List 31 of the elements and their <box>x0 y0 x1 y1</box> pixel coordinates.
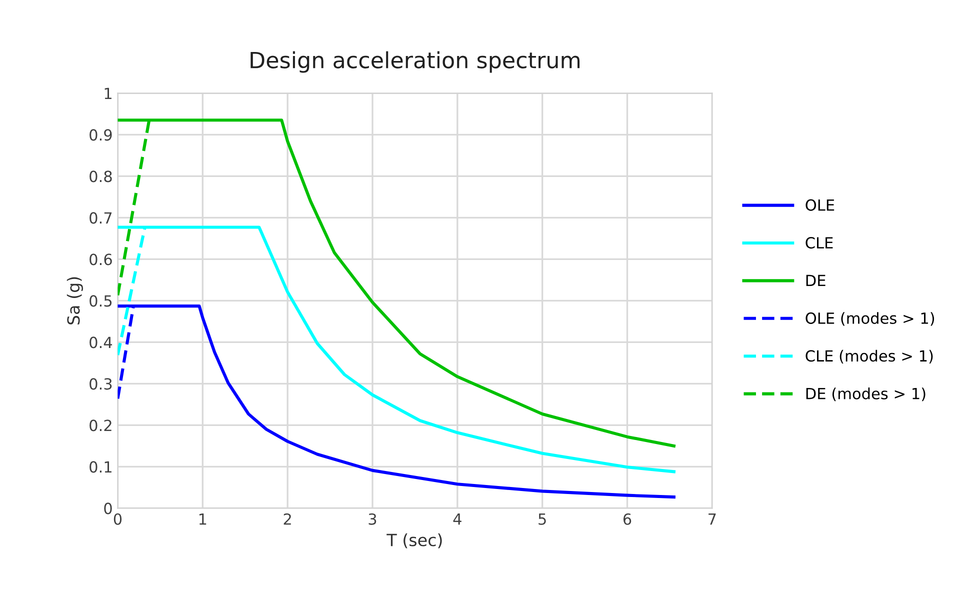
line-series <box>118 118 676 448</box>
x-tick-label: 4 <box>453 514 462 525</box>
y-tick-label: 0.2 <box>90 420 112 432</box>
legend-label: DE (modes > 1) <box>806 388 926 402</box>
x-tick-label: 7 <box>708 514 716 525</box>
y-tick-label: 0.1 <box>90 461 112 473</box>
x-tick-label: 6 <box>623 513 632 525</box>
x-axis-title: T (sec) <box>386 533 442 548</box>
y-tick-label: 0.4 <box>90 336 112 348</box>
line-series <box>118 226 676 474</box>
y-tick-label: 0 <box>104 502 112 514</box>
x-tick-label: 5 <box>538 514 546 525</box>
x-tick-label: 0 <box>114 513 122 525</box>
y-tick-label: 0.8 <box>90 170 112 182</box>
y-tick-label: 0.9 <box>90 129 112 141</box>
y-tick-label: 0.3 <box>90 378 112 390</box>
x-tick-label: 3 <box>368 513 376 525</box>
chart-title: Design acceleration spectrum <box>250 51 580 73</box>
y-axis-title: Sa (g) <box>66 277 84 324</box>
y-tick-label: 0.7 <box>90 212 112 224</box>
y-tick-label: 0.5 <box>90 295 112 307</box>
legend-label: DE <box>806 274 826 286</box>
x-tick-label: 2 <box>284 513 291 525</box>
y-tick-label: 0.6 <box>90 254 112 266</box>
legend-label: OLE <box>806 199 834 211</box>
legend-label: CLE (modes > 1) <box>806 350 933 364</box>
line-series <box>118 304 676 499</box>
legend-label: CLE <box>806 237 833 249</box>
y-tick-label: 1 <box>104 88 112 99</box>
legend-label: OLE (modes > 1) <box>806 312 934 326</box>
x-tick-label: 1 <box>199 514 206 525</box>
